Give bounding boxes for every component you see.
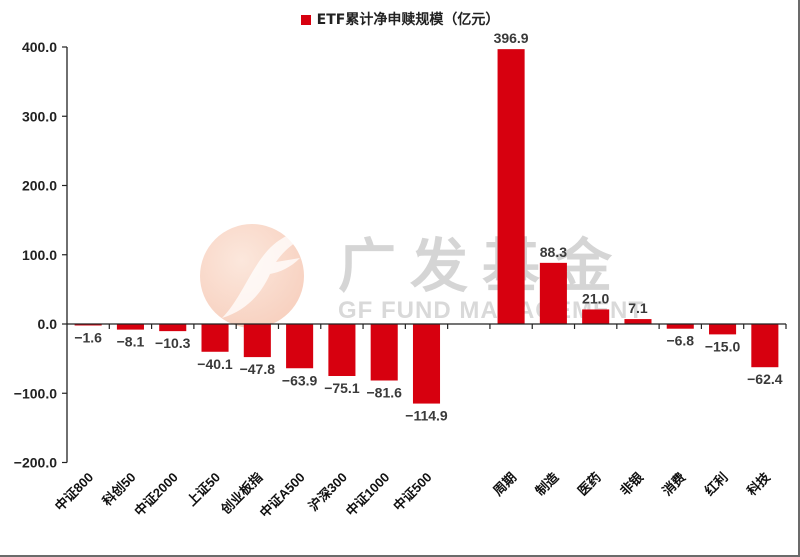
x-axis-label: 消费	[659, 470, 688, 499]
bars	[74, 49, 779, 404]
y-tick-label: 0.0	[38, 316, 58, 332]
bar	[709, 324, 737, 335]
axes: 400.0 300.0 200.0 100.0 0.0 −100.0 −200.0	[14, 39, 787, 471]
data-label: −15.0	[705, 338, 741, 354]
data-label: −114.9	[405, 408, 448, 424]
data-label: 7.1	[628, 300, 648, 316]
data-label: −81.6	[366, 385, 402, 401]
data-label: −63.9	[282, 372, 318, 388]
x-axis-label: 中证1000	[343, 470, 392, 519]
bar	[539, 262, 567, 324]
x-axis-label: 非银	[617, 469, 647, 499]
data-label: 21.0	[582, 290, 609, 306]
bar	[370, 324, 398, 381]
data-label: −1.6	[74, 330, 102, 346]
data-label: 396.9	[494, 30, 529, 46]
bar	[286, 324, 314, 369]
x-axis-label: 周期	[490, 470, 519, 499]
y-tick-label: 300.0	[22, 108, 57, 124]
x-axis-label: 科技	[744, 469, 774, 499]
data-label: −62.4	[747, 371, 783, 387]
data-label: −47.8	[240, 361, 276, 377]
x-axis-label: 制造	[533, 469, 563, 499]
bar	[666, 324, 694, 329]
y-tick-label: −200.0	[14, 455, 57, 471]
bar	[751, 324, 779, 368]
x-axis-label: 中证A500	[257, 470, 308, 521]
bar	[624, 319, 652, 324]
bar	[328, 324, 356, 377]
data-label: −6.8	[666, 333, 694, 349]
y-tick-label: 400.0	[22, 39, 57, 55]
y-tick-label: 200.0	[22, 178, 57, 194]
y-tick-label: 100.0	[22, 247, 57, 263]
legend-swatch-icon	[300, 15, 311, 25]
y-tick-label: −100.0	[14, 385, 57, 401]
data-labels: −1.6 −8.1 −10.3−40.1 −47.8−63.9 −75.1 −81.6−1…	[74, 30, 782, 423]
data-label: −75.1	[324, 380, 360, 396]
bar	[201, 324, 229, 352]
x-axis-label: 中证800	[52, 470, 96, 514]
legend-label: ETF累计净申赎规模（亿元）	[316, 12, 500, 28]
x-axis-label: 医药	[575, 470, 604, 499]
chart-legend: ETF累计净申赎规模（亿元）	[0, 9, 800, 29]
x-axis-label: 上证50	[184, 470, 223, 509]
data-label: −10.3	[155, 335, 191, 351]
bar	[412, 324, 441, 404]
x-axis-label: 中证500	[390, 470, 434, 514]
x-axis-label: 科创50	[99, 470, 138, 509]
bar	[159, 324, 187, 332]
data-label: 88.3	[540, 244, 567, 260]
data-label: −8.1	[117, 334, 145, 350]
bar	[74, 324, 102, 326]
data-label: −40.1	[197, 356, 233, 372]
bar	[582, 309, 610, 324]
x-axis-label: 红利	[702, 470, 731, 499]
watermark-cn: 广发基金	[338, 234, 626, 299]
bar	[116, 324, 144, 330]
x-axis-label: 中证2000	[131, 470, 180, 519]
bar	[243, 324, 271, 358]
bar	[497, 49, 525, 324]
